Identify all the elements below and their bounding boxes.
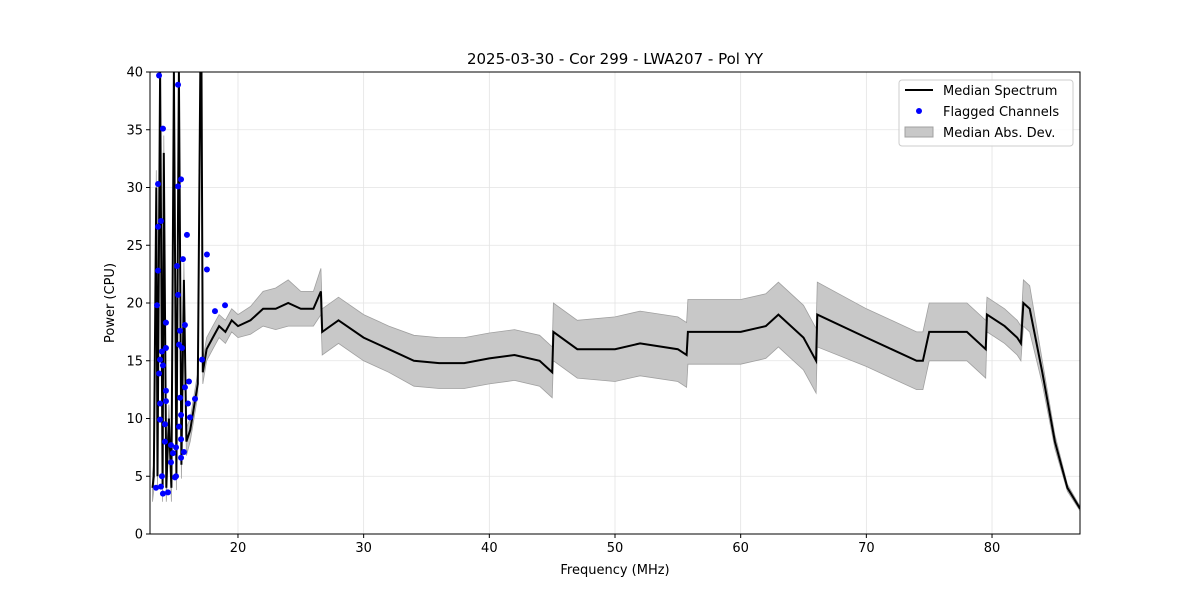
flagged-channel-point <box>161 438 168 445</box>
flagged-channel-point <box>162 387 169 394</box>
flagged-channel-point <box>157 400 164 407</box>
flagged-channel-point <box>186 414 193 421</box>
flagged-channel-point <box>161 421 168 428</box>
legend-median: Median Spectrum <box>943 84 1057 99</box>
flagged-channel-point <box>176 423 183 430</box>
legend-band-swatch <box>904 126 934 138</box>
flagged-channel-point <box>158 348 165 355</box>
flagged-channel-point <box>181 321 188 328</box>
flagged-channel-point <box>167 442 174 449</box>
flagged-channel-point <box>174 263 181 270</box>
flagged-channel-point <box>157 483 164 490</box>
y-tick-label: 30 <box>126 181 143 196</box>
flagged-channels <box>153 72 229 497</box>
flagged-channel-point <box>183 231 190 238</box>
flagged-channel-point <box>180 448 187 455</box>
flagged-channel-point <box>158 473 165 480</box>
flagged-channel-point <box>178 436 185 443</box>
flagged-channel-point <box>191 395 198 402</box>
flagged-channel-point <box>185 378 192 385</box>
legend-dot-swatch <box>916 108 922 114</box>
axis-ticks: 20 30 40 50 60 70 80 0 5 10 15 20 25 30 35 40 <box>126 66 1000 557</box>
flagged-channel-point <box>155 223 162 230</box>
flagged-channel-point <box>164 489 171 496</box>
flagged-channel-point <box>179 256 186 263</box>
flagged-channel-point <box>203 251 210 258</box>
flagged-channel-point <box>155 181 162 188</box>
y-tick-label: 10 <box>126 412 143 427</box>
flagged-channel-point <box>157 356 164 363</box>
chart-title: 2025-03-30 - Cor 299 - LWA207 - Pol YY <box>467 50 764 68</box>
flagged-channel-point <box>169 450 176 457</box>
flagged-channel-point <box>162 398 169 405</box>
y-tick-label: 5 <box>135 470 143 485</box>
flagged-channel-point <box>167 459 174 466</box>
median-spectrum-line <box>151 72 1080 510</box>
x-tick-label: 80 <box>984 541 1001 556</box>
y-tick-label: 0 <box>135 528 143 543</box>
legend-mad: Median Abs. Dev. <box>943 126 1055 141</box>
flagged-channel-point <box>178 412 185 419</box>
flagged-channel-point <box>154 302 161 309</box>
y-tick-label: 35 <box>126 123 143 138</box>
y-tick-label: 20 <box>126 297 143 312</box>
y-tick-label: 40 <box>126 66 143 81</box>
flagged-channel-point <box>178 454 185 461</box>
x-tick-label: 70 <box>858 541 875 556</box>
flagged-channel-point <box>156 72 163 79</box>
x-axis-label: Frequency (MHz) <box>560 563 669 578</box>
x-tick-label: 30 <box>355 541 372 556</box>
flagged-channel-point <box>175 291 182 298</box>
flagged-channel-point <box>211 308 218 315</box>
flagged-channel-point <box>203 266 210 273</box>
flagged-channel-point <box>178 176 185 183</box>
legend-flagged: Flagged Channels <box>943 105 1059 120</box>
x-tick-label: 40 <box>481 541 498 556</box>
flagged-channel-point <box>157 217 164 224</box>
flagged-channel-point <box>162 319 169 326</box>
flagged-channel-point <box>179 345 186 352</box>
mad-band <box>152 72 1080 512</box>
y-tick-label: 25 <box>126 239 143 254</box>
flagged-channel-point <box>184 400 191 407</box>
x-tick-label: 50 <box>607 541 624 556</box>
flagged-channel-point <box>157 416 164 423</box>
x-tick-label: 60 <box>732 541 749 556</box>
flagged-channel-point <box>155 267 162 274</box>
flagged-channel-point <box>162 345 169 352</box>
flagged-channel-point <box>173 473 180 480</box>
flagged-channel-point <box>153 484 160 491</box>
flagged-channel-point <box>177 394 184 401</box>
flagged-channel-point <box>175 183 182 190</box>
flagged-channel-point <box>159 362 166 369</box>
legend: Median Spectrum Flagged Channels Median … <box>898 79 1074 147</box>
flagged-channel-point <box>177 327 184 334</box>
flagged-channel-point <box>175 81 182 88</box>
flagged-channel-point <box>156 370 163 377</box>
flagged-channel-point <box>159 490 166 497</box>
flagged-channel-point <box>181 384 188 391</box>
x-tick-label: 20 <box>230 541 247 556</box>
flagged-channel-point <box>199 356 206 363</box>
y-tick-label: 15 <box>126 354 143 369</box>
flagged-channel-point <box>159 125 166 132</box>
flagged-channel-point <box>173 444 180 451</box>
y-axis-label: Power (CPU) <box>103 263 118 343</box>
flagged-channel-point <box>222 302 229 309</box>
